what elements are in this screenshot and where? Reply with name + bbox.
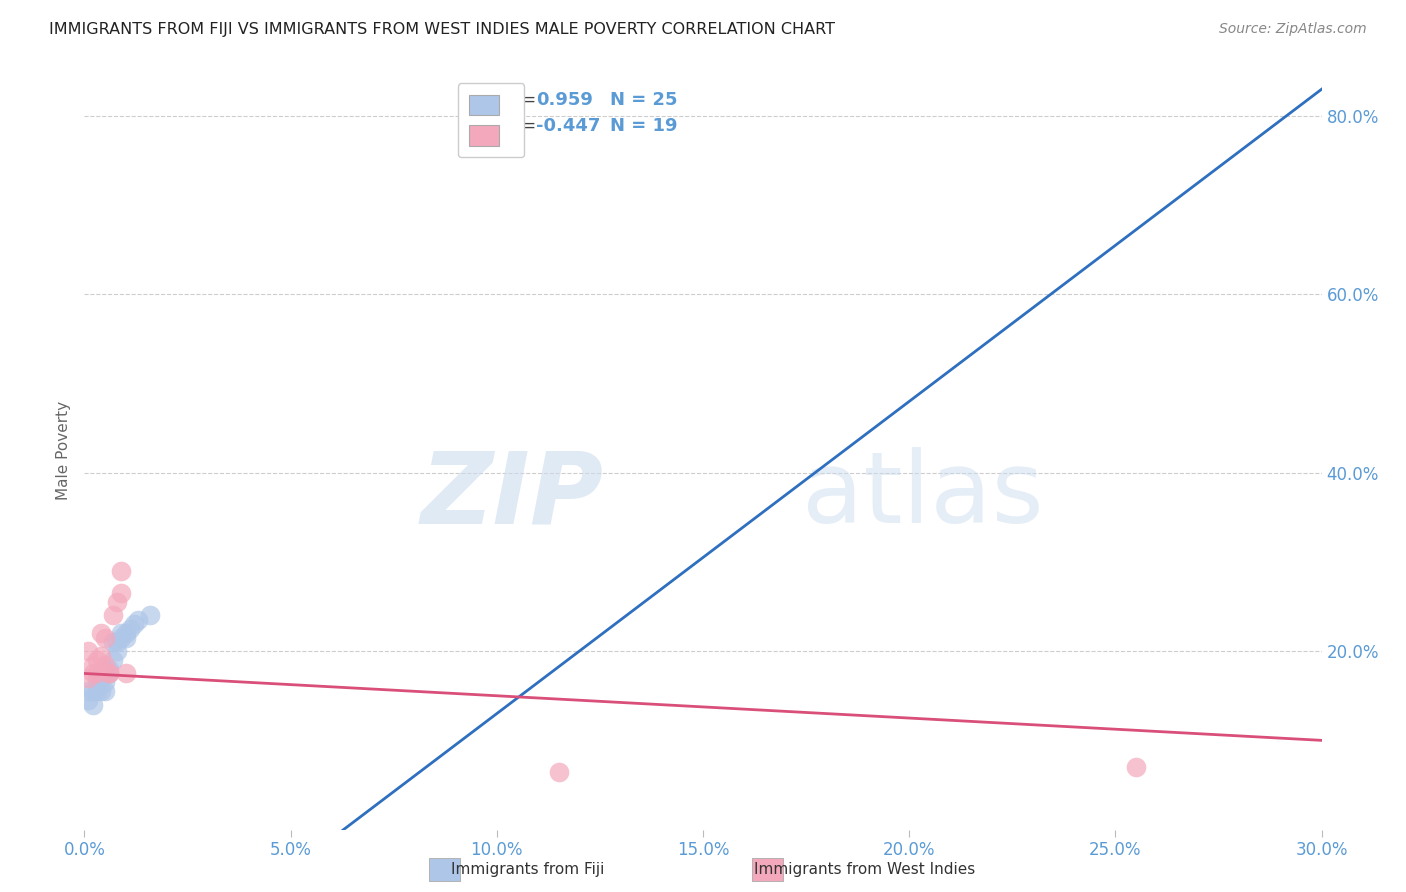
Point bbox=[127, 613, 149, 627]
Point bbox=[90, 648, 112, 663]
Point bbox=[77, 684, 100, 698]
Point bbox=[547, 764, 569, 779]
Point bbox=[82, 684, 104, 698]
Y-axis label: Male Poverty: Male Poverty bbox=[56, 401, 72, 500]
Point bbox=[86, 671, 108, 685]
Point bbox=[103, 608, 125, 623]
Point bbox=[105, 635, 128, 649]
Point bbox=[1125, 760, 1147, 774]
Point bbox=[98, 666, 121, 681]
Point bbox=[110, 564, 132, 578]
Point bbox=[122, 617, 145, 632]
Text: N = 19: N = 19 bbox=[610, 117, 678, 135]
Point bbox=[90, 684, 112, 698]
Point bbox=[103, 653, 125, 667]
Point bbox=[139, 608, 162, 623]
Point bbox=[103, 635, 125, 649]
Text: IMMIGRANTS FROM FIJI VS IMMIGRANTS FROM WEST INDIES MALE POVERTY CORRELATION CHA: IMMIGRANTS FROM FIJI VS IMMIGRANTS FROM … bbox=[49, 22, 835, 37]
Point bbox=[86, 653, 108, 667]
Point bbox=[98, 662, 121, 676]
Text: Immigrants from Fiji: Immigrants from Fiji bbox=[450, 863, 605, 877]
Text: atlas: atlas bbox=[801, 448, 1043, 544]
Point bbox=[114, 626, 136, 640]
Point bbox=[94, 675, 117, 690]
Point bbox=[98, 666, 121, 681]
Point bbox=[82, 698, 104, 712]
Text: R =: R = bbox=[502, 117, 536, 135]
Point bbox=[82, 666, 104, 681]
Point bbox=[86, 684, 108, 698]
Point bbox=[94, 684, 117, 698]
Point bbox=[94, 657, 117, 672]
Point bbox=[110, 586, 132, 600]
Point bbox=[110, 631, 132, 645]
Point bbox=[105, 644, 128, 658]
Point bbox=[86, 666, 108, 681]
Point bbox=[82, 657, 104, 672]
Point bbox=[90, 626, 112, 640]
Text: -0.447: -0.447 bbox=[536, 117, 600, 135]
Point bbox=[77, 671, 100, 685]
Text: N = 25: N = 25 bbox=[610, 91, 678, 109]
Point bbox=[94, 631, 117, 645]
Text: Immigrants from West Indies: Immigrants from West Indies bbox=[754, 863, 976, 877]
Text: 0.959: 0.959 bbox=[536, 91, 593, 109]
Point bbox=[98, 666, 121, 681]
Point bbox=[77, 693, 100, 707]
Text: Source: ZipAtlas.com: Source: ZipAtlas.com bbox=[1219, 22, 1367, 37]
Point bbox=[94, 662, 117, 676]
Point bbox=[114, 631, 136, 645]
Point bbox=[110, 626, 132, 640]
Point bbox=[114, 666, 136, 681]
Point bbox=[105, 595, 128, 609]
Point bbox=[118, 622, 141, 636]
Point bbox=[90, 671, 112, 685]
Text: R =: R = bbox=[502, 91, 536, 109]
Point bbox=[77, 644, 100, 658]
Legend: , : , bbox=[458, 84, 524, 158]
Text: ZIP: ZIP bbox=[420, 448, 605, 544]
